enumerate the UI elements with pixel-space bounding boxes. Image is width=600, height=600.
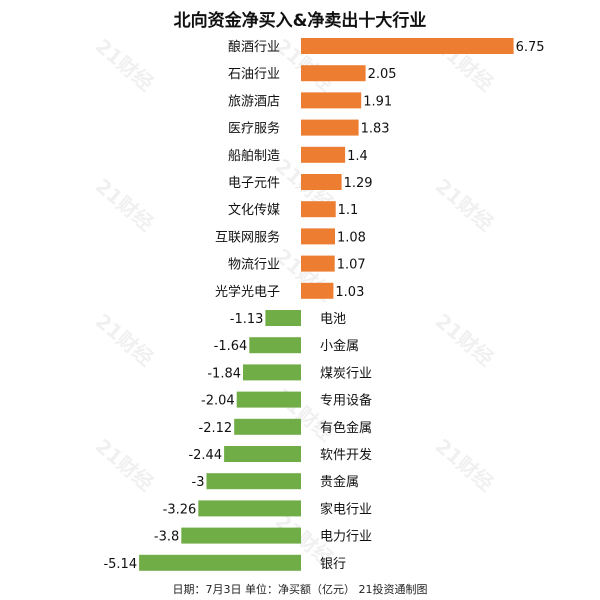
value-label: 1.91 [363, 94, 392, 109]
value-label: -3.26 [163, 502, 197, 517]
category-label: 电池 [320, 312, 346, 327]
category-label: 软件开发 [320, 447, 372, 463]
chart-title: 北向资金净买入&净卖出十大行业 [173, 11, 427, 31]
bar [301, 201, 336, 218]
category-label: 互联网服务 [215, 229, 280, 245]
chart-footer: 日期：7月3日 单位：净买额（亿元） 21投资通制图 [172, 583, 428, 596]
value-label: -1.64 [214, 339, 248, 354]
bar [301, 119, 359, 136]
value-label: 1.08 [337, 230, 366, 245]
value-label: -2.04 [201, 394, 235, 409]
value-label: 1.07 [337, 258, 366, 273]
category-label: 船舶制造 [228, 148, 280, 164]
category-label: 家电行业 [320, 501, 372, 517]
bar [236, 391, 301, 408]
category-label: 小金属 [320, 338, 359, 354]
category-label: 酿酒行业 [228, 39, 280, 55]
category-label: 煤炭行业 [320, 366, 372, 381]
category-label: 贵金属 [320, 474, 359, 490]
bar [301, 255, 335, 272]
bar [249, 337, 301, 354]
watermark-text: 21财经 [431, 309, 498, 371]
value-label: -2.44 [188, 448, 222, 463]
category-label: 电力行业 [320, 530, 372, 545]
value-label: -1.84 [207, 366, 241, 381]
bar [243, 364, 301, 381]
value-label: 1.03 [335, 285, 364, 300]
bar [301, 38, 514, 54]
watermark-text: 21财经 [91, 174, 158, 236]
category-label: 银行 [320, 557, 346, 572]
bar [301, 282, 334, 299]
watermark-text: 21财经 [91, 434, 158, 496]
value-label: 2.05 [368, 67, 397, 82]
watermark-text: 21财经 [431, 434, 498, 496]
watermark-text: 21财经 [91, 34, 158, 96]
category-label: 石油行业 [228, 67, 280, 82]
category-label: 文化传媒 [228, 203, 280, 218]
bar [181, 527, 301, 544]
bar [301, 92, 362, 109]
category-label: 光学光电子 [215, 284, 280, 300]
bar [224, 446, 301, 462]
bar [234, 418, 301, 435]
watermark-text: 21财经 [91, 309, 158, 371]
value-label: 1.1 [338, 203, 359, 218]
bar-layer: 酿酒行业 6.75 石油行业 2.05 旅游酒店 1.91 医疗服务 1.83 船舶制造 1.4 电… [103, 38, 545, 572]
bar [301, 228, 335, 245]
bar [206, 473, 301, 490]
bar [139, 554, 301, 571]
value-label: 1.29 [344, 176, 373, 191]
value-label: -3 [192, 475, 205, 490]
value-label: -5.14 [103, 557, 137, 572]
category-label: 专用设备 [320, 393, 372, 409]
bar [301, 65, 366, 82]
value-label: -1.13 [230, 312, 264, 327]
bar [301, 146, 346, 163]
bar [301, 174, 342, 190]
value-label: -3.8 [154, 530, 179, 545]
value-label: 1.4 [347, 149, 368, 164]
category-label: 旅游酒店 [228, 94, 280, 109]
value-label: 1.83 [361, 122, 390, 137]
bar [265, 310, 301, 326]
value-label: 6.75 [516, 40, 545, 55]
category-label: 电子元件 [228, 176, 280, 191]
category-label: 有色金属 [320, 420, 372, 436]
bar [198, 500, 301, 517]
category-label: 物流行业 [228, 258, 280, 273]
watermark-text: 21财经 [431, 174, 498, 236]
value-label: -2.12 [199, 421, 233, 436]
category-label: 医疗服务 [228, 121, 280, 137]
